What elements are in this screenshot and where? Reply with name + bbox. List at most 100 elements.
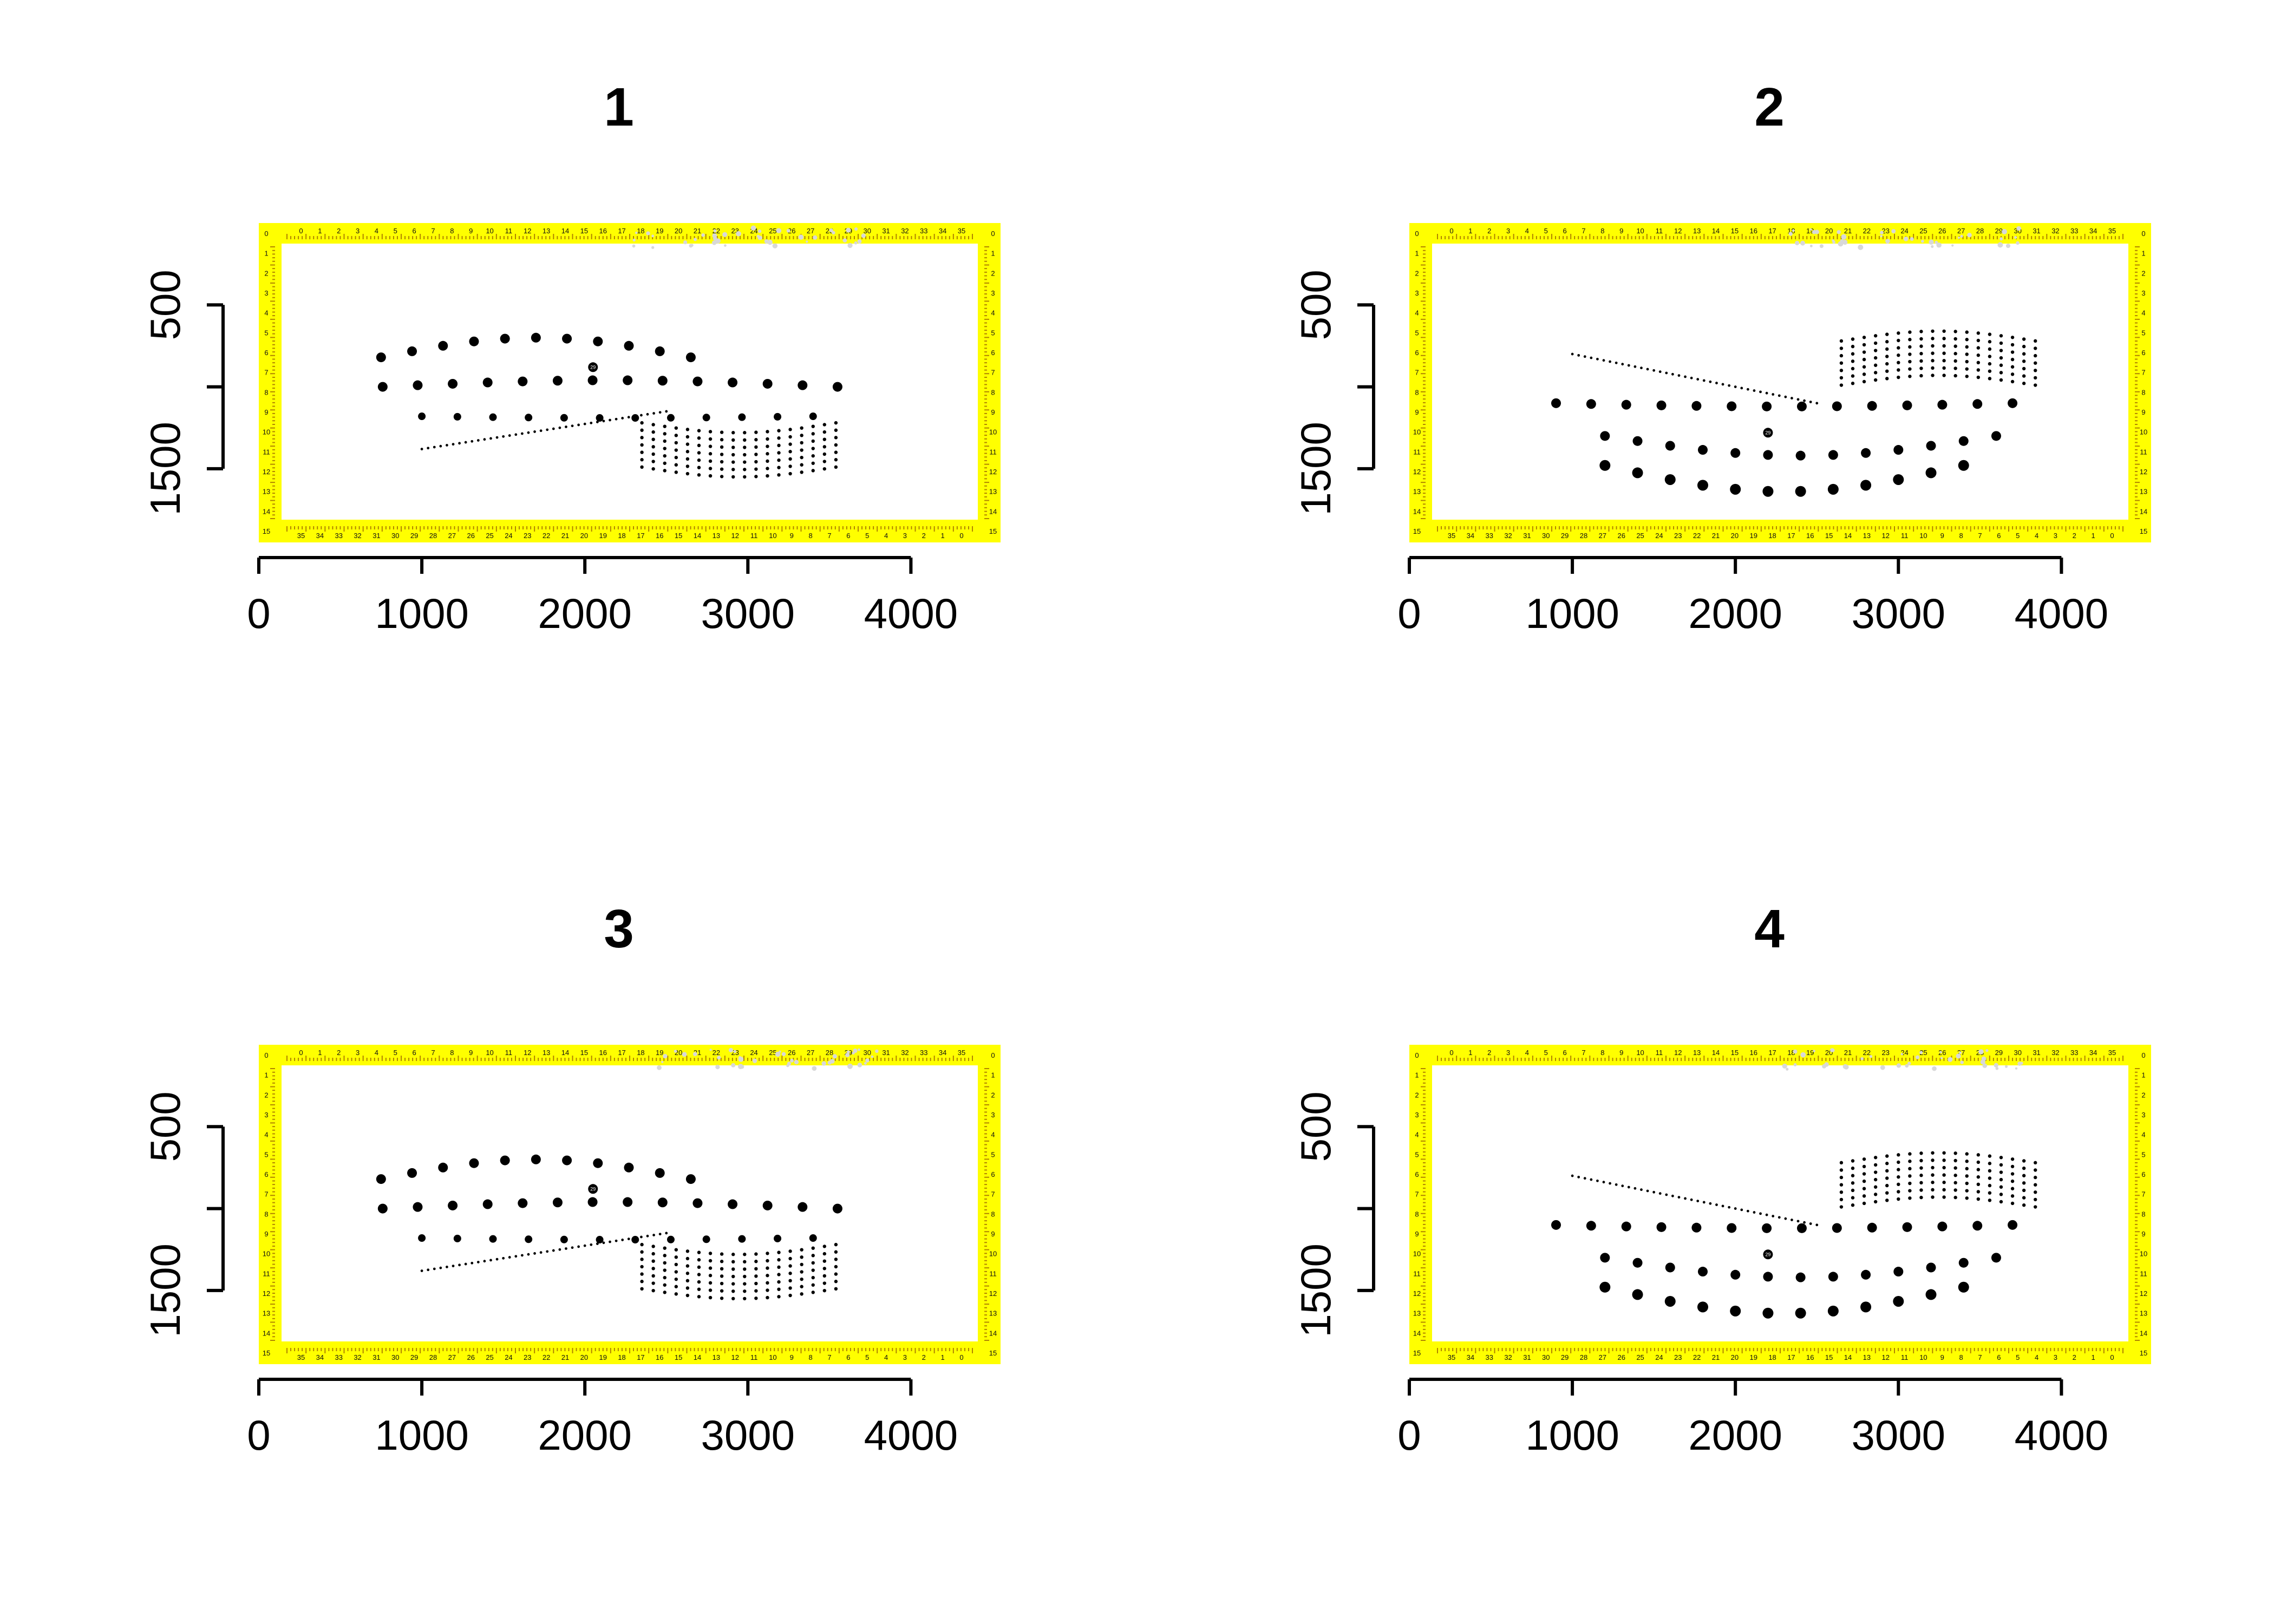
fan-dot	[1908, 345, 1912, 349]
fan-dot	[1988, 1191, 1992, 1195]
ruler-number-right: 7	[2141, 1190, 2145, 1199]
marker-dot	[587, 1197, 598, 1207]
ruler-number-right: 8	[991, 1210, 995, 1218]
fan-dot	[663, 461, 666, 465]
fan-dot	[2022, 1181, 2026, 1185]
speckle	[1960, 234, 1963, 238]
ruler-number-left: 4	[1415, 1131, 1419, 1139]
fan-dot	[743, 1289, 747, 1293]
ruler-number-top: 7	[431, 227, 435, 235]
speckle	[846, 1050, 850, 1054]
fan-dot	[1873, 1170, 1878, 1174]
ruler-number-bottom: 27	[1599, 1353, 1606, 1361]
ruler-number-left: 12	[1413, 1289, 1421, 1298]
ruler-number-bottom: 13	[713, 1353, 720, 1361]
fan-dot	[811, 447, 815, 450]
edge-dot	[583, 1244, 586, 1247]
speckle	[709, 1049, 712, 1051]
fan-dot	[1931, 344, 1935, 348]
fan-dot	[708, 1266, 713, 1270]
speckle	[1793, 1049, 1798, 1054]
edge-dot	[1765, 1213, 1768, 1216]
edge-dot	[433, 446, 436, 449]
fan-dot	[2010, 1179, 2015, 1183]
fan-dot	[1965, 1152, 1969, 1156]
ruler-number-top: 30	[2014, 1049, 2021, 1057]
fan-dot	[1999, 1200, 2003, 1204]
marker-dot	[1860, 480, 1872, 491]
marker-dot	[593, 1158, 603, 1168]
edge-dot	[1596, 1179, 1599, 1182]
ruler-number-top: 0	[299, 227, 303, 235]
marker-dot	[2008, 1220, 2018, 1230]
fan-dot	[1908, 330, 1912, 334]
marker-dot	[728, 1199, 738, 1209]
ruler-number-top: 35	[958, 1049, 965, 1057]
fan-dot	[720, 438, 724, 442]
marker-dot	[1727, 1223, 1737, 1233]
fan-dot	[1908, 1152, 1912, 1156]
fan-dot	[674, 1248, 678, 1252]
x-tick-label: 4000	[864, 1411, 958, 1459]
fan-dot	[834, 428, 838, 432]
ruler-number-right: 0	[991, 1051, 995, 1059]
fan-dot	[1839, 383, 1844, 387]
edge-dot	[640, 414, 643, 417]
fan-dot	[754, 1281, 758, 1286]
ruler-number-bottom: 12	[1881, 532, 1889, 540]
fan-dot	[1908, 338, 1912, 342]
edge-dot	[1621, 363, 1624, 366]
fan-dot	[1931, 366, 1935, 370]
fan-dot	[2010, 1157, 2015, 1161]
ruler-number-left: 15	[1413, 1349, 1421, 1357]
edge-dot	[602, 420, 605, 423]
fan-dot	[1931, 351, 1935, 355]
fan-dot	[1885, 1183, 1889, 1188]
edge-dot	[495, 436, 499, 439]
speckle	[1891, 229, 1896, 234]
fan-dot	[777, 436, 781, 440]
edge-dot	[571, 424, 574, 428]
ruler-number-bottom: 0	[2110, 1353, 2114, 1361]
fan-dot	[674, 455, 678, 460]
marker-dot	[1827, 1305, 1839, 1317]
speckle	[2002, 229, 2007, 234]
fan-dot	[720, 453, 724, 456]
fan-dot	[1988, 332, 1992, 336]
ruler-number-top: 35	[2108, 227, 2116, 235]
fan-dot	[1862, 1201, 1866, 1206]
edge-dot	[502, 1256, 505, 1260]
marker-dot	[1730, 1305, 1741, 1317]
speckle	[1869, 1055, 1873, 1058]
edge-dot	[1658, 1192, 1662, 1195]
scan-speckle	[1788, 226, 2021, 250]
ruler-number-right: 12	[2140, 1289, 2147, 1298]
y-tick-label: 1500	[141, 422, 189, 516]
speckle	[2020, 1062, 2023, 1065]
speckle	[781, 1052, 786, 1056]
fan-dot	[708, 430, 713, 434]
fan-dot	[1976, 368, 1981, 372]
fan-dot	[674, 463, 678, 467]
speckle	[1919, 1051, 1923, 1055]
speckle	[1916, 1055, 1920, 1059]
ruler-number-bottom: 4	[2035, 532, 2038, 540]
fan-dot	[651, 1259, 655, 1263]
fan-dot	[1851, 1166, 1855, 1170]
ruler-number-right: 5	[2141, 329, 2145, 337]
fan-dot	[1965, 1189, 1969, 1193]
edge-dot	[1615, 1183, 1618, 1186]
ruler-number-top: 13	[1693, 227, 1701, 235]
ruler-number-bottom: 24	[505, 1353, 512, 1361]
edge-dot	[446, 444, 448, 447]
ruler-number-top: 35	[2108, 1049, 2116, 1057]
ruler-numbers: 0123456789101112131415161718192021222324…	[263, 1049, 997, 1361]
fan-dot	[800, 1277, 803, 1281]
ruler-number-top: 28	[1976, 227, 1984, 235]
speckle	[767, 239, 773, 245]
fan-dot	[1965, 1181, 1969, 1186]
speckle	[1939, 1051, 1942, 1053]
speckle	[1980, 1059, 1985, 1065]
marker-dots	[1551, 1151, 2037, 1319]
